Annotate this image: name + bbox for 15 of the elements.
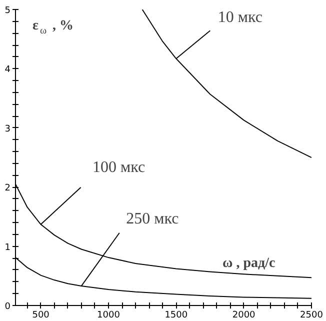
annotation: 10 мкс [218,9,262,26]
x-tick-label: 1000 [97,310,120,320]
x-axis-title: ω , рад/с [222,256,276,271]
annotation: 250 мкс [126,210,179,228]
y-tick-label: 4 [4,65,11,76]
annotation: 100 мкс [92,158,146,176]
y-tick-label: 2 [4,184,11,194]
x-tick-label: 1500 [164,310,188,320]
y-tick-label: 5 [4,6,11,16]
y-tick-label: 0 [4,302,11,312]
x-tick-label: 500 [32,310,50,320]
x-tick-label: 2000 [232,310,256,320]
y-tick-label: 3 [4,124,11,134]
y-tick-label: 1 [4,242,11,253]
x-tick-label: 2500 [300,310,324,320]
